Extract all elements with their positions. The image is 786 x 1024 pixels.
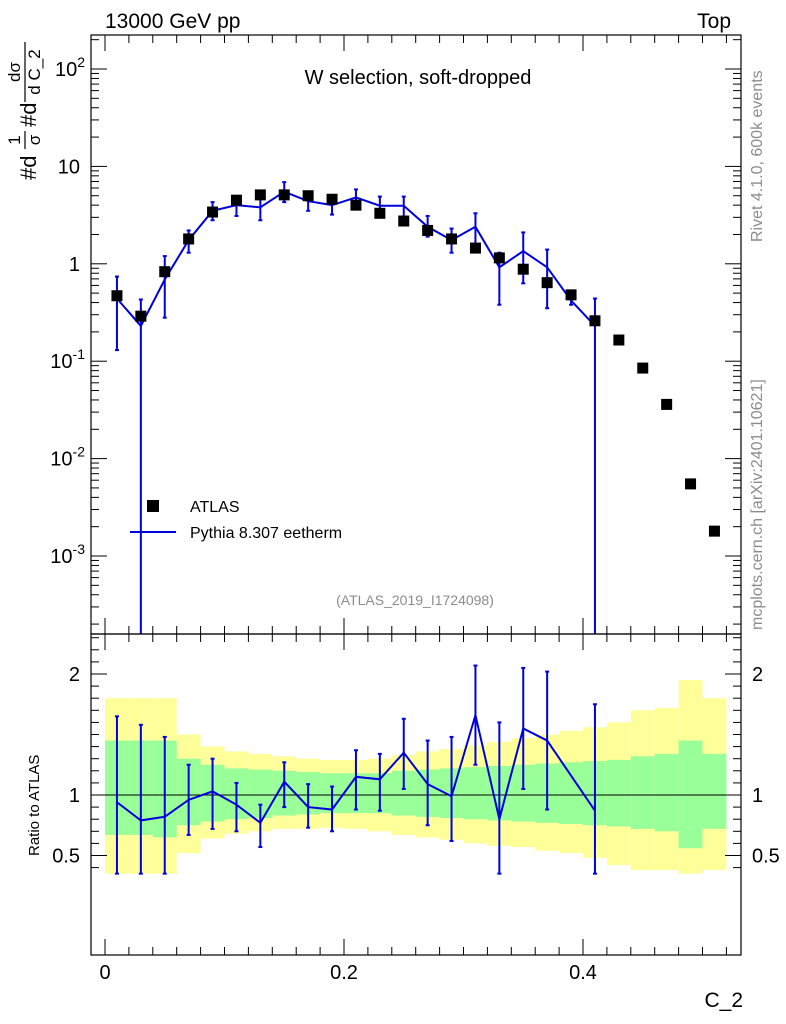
legend-pythia-label: Pythia 8.307 eetherm	[190, 525, 342, 542]
green-band-bin	[630, 756, 655, 829]
green-band-bin	[654, 753, 679, 832]
atlas-data-point	[661, 398, 673, 410]
pythia-line	[116, 190, 596, 328]
green-band-bin	[463, 767, 488, 820]
atlas-data-point	[565, 289, 577, 301]
ratio-y-tick-label: 0.5	[52, 846, 80, 868]
ylabel-frac1-num: 1	[5, 135, 24, 144]
green-band-bin	[606, 759, 631, 827]
x-tick-label: 0.4	[569, 962, 597, 984]
ylabel-part1: #d	[16, 156, 41, 180]
atlas-data-point	[374, 207, 386, 219]
atlas-data-point	[326, 193, 338, 205]
atlas-data-point	[589, 315, 601, 327]
y-tick-label: 1	[69, 254, 80, 276]
atlas-data-point	[207, 206, 219, 218]
ratio-plot-area: 0.5 0.5 1 1 2 2 0 0.2 0.4	[52, 633, 780, 984]
legend-atlas-label: ATLAS	[190, 499, 240, 516]
atlas-data-point	[517, 263, 529, 275]
atlas-data-point	[278, 189, 290, 201]
atlas-data-point	[254, 189, 266, 201]
green-band-bin	[702, 753, 727, 829]
atlas-data-point	[613, 334, 625, 346]
atlas-data-point	[469, 242, 481, 254]
atlas-data-point	[183, 233, 195, 245]
atlas-data-point	[637, 362, 649, 374]
atlas-data-point	[493, 252, 505, 264]
y-tick-label: 10-2	[50, 444, 85, 471]
atlas-data-point	[685, 478, 697, 490]
atlas-data-point	[541, 277, 553, 289]
header-right: Top	[697, 10, 731, 33]
x-axis-label: C_2	[704, 989, 743, 1012]
y-tick-label: 10-3	[50, 541, 85, 568]
ylabel-frac1-den: σ	[25, 134, 44, 145]
ratio-y-tick-label-right: 0.5	[752, 846, 780, 868]
green-band-bin	[391, 770, 416, 816]
legend: ATLAS Pythia 8.307 eetherm	[130, 499, 342, 542]
atlas-data-point	[230, 194, 242, 206]
green-band-bin	[678, 740, 703, 849]
green-band-bin	[511, 764, 536, 822]
y-tick-label: 10-1	[50, 346, 85, 373]
y-tick-label: 102	[55, 54, 85, 81]
mcplots-label: mcplots.cern.ch [arXiv:2401.10621]	[749, 379, 766, 630]
green-band-bin	[559, 762, 583, 825]
ylabel-frac2-den: d C_2	[25, 49, 44, 94]
main-y-axis-label: #d 1 σ #d dσ d C_2	[5, 42, 44, 180]
legend-atlas-marker	[147, 500, 159, 512]
x-tick-label: 0.2	[330, 962, 358, 984]
ratio-y-axis-label: Ratio to ATLAS	[26, 755, 43, 856]
header-left: 13000 GeV pp	[105, 10, 240, 33]
ylabel-part2: #d	[16, 103, 41, 127]
atlas-data-point	[159, 266, 171, 278]
ratio-y-tick-label-right: 1	[752, 785, 763, 807]
atlas-data-point	[350, 199, 362, 211]
main-plot-area: 10-3 10-2 10-1 1 10 102	[50, 34, 742, 635]
rivet-version-label: Rivet 4.1.0, 600k events	[749, 70, 766, 242]
main-frame	[90, 34, 742, 635]
ratio-y-tick-label: 1	[69, 785, 80, 807]
atlas-data-point	[446, 233, 458, 245]
atlas-data-point	[111, 290, 123, 302]
analysis-id: (ATLAS_2019_I1724098)	[336, 592, 494, 608]
ylabel-frac2-num: dσ	[5, 62, 24, 82]
atlas-data-point	[422, 224, 434, 236]
y-tick-label: 10	[58, 156, 80, 178]
ratio-y-tick-label: 2	[69, 664, 80, 686]
chart-title: W selection, soft-dropped	[305, 67, 532, 89]
atlas-data-point	[708, 525, 720, 537]
green-band-bin	[248, 769, 273, 818]
atlas-data-point	[135, 310, 147, 322]
atlas-data-point	[302, 190, 314, 202]
atlas-data-point	[398, 215, 410, 227]
ratio-y-tick-label-right: 2	[752, 664, 763, 686]
ratio-pythia-line	[116, 711, 596, 825]
x-tick-label: 0	[99, 962, 110, 984]
